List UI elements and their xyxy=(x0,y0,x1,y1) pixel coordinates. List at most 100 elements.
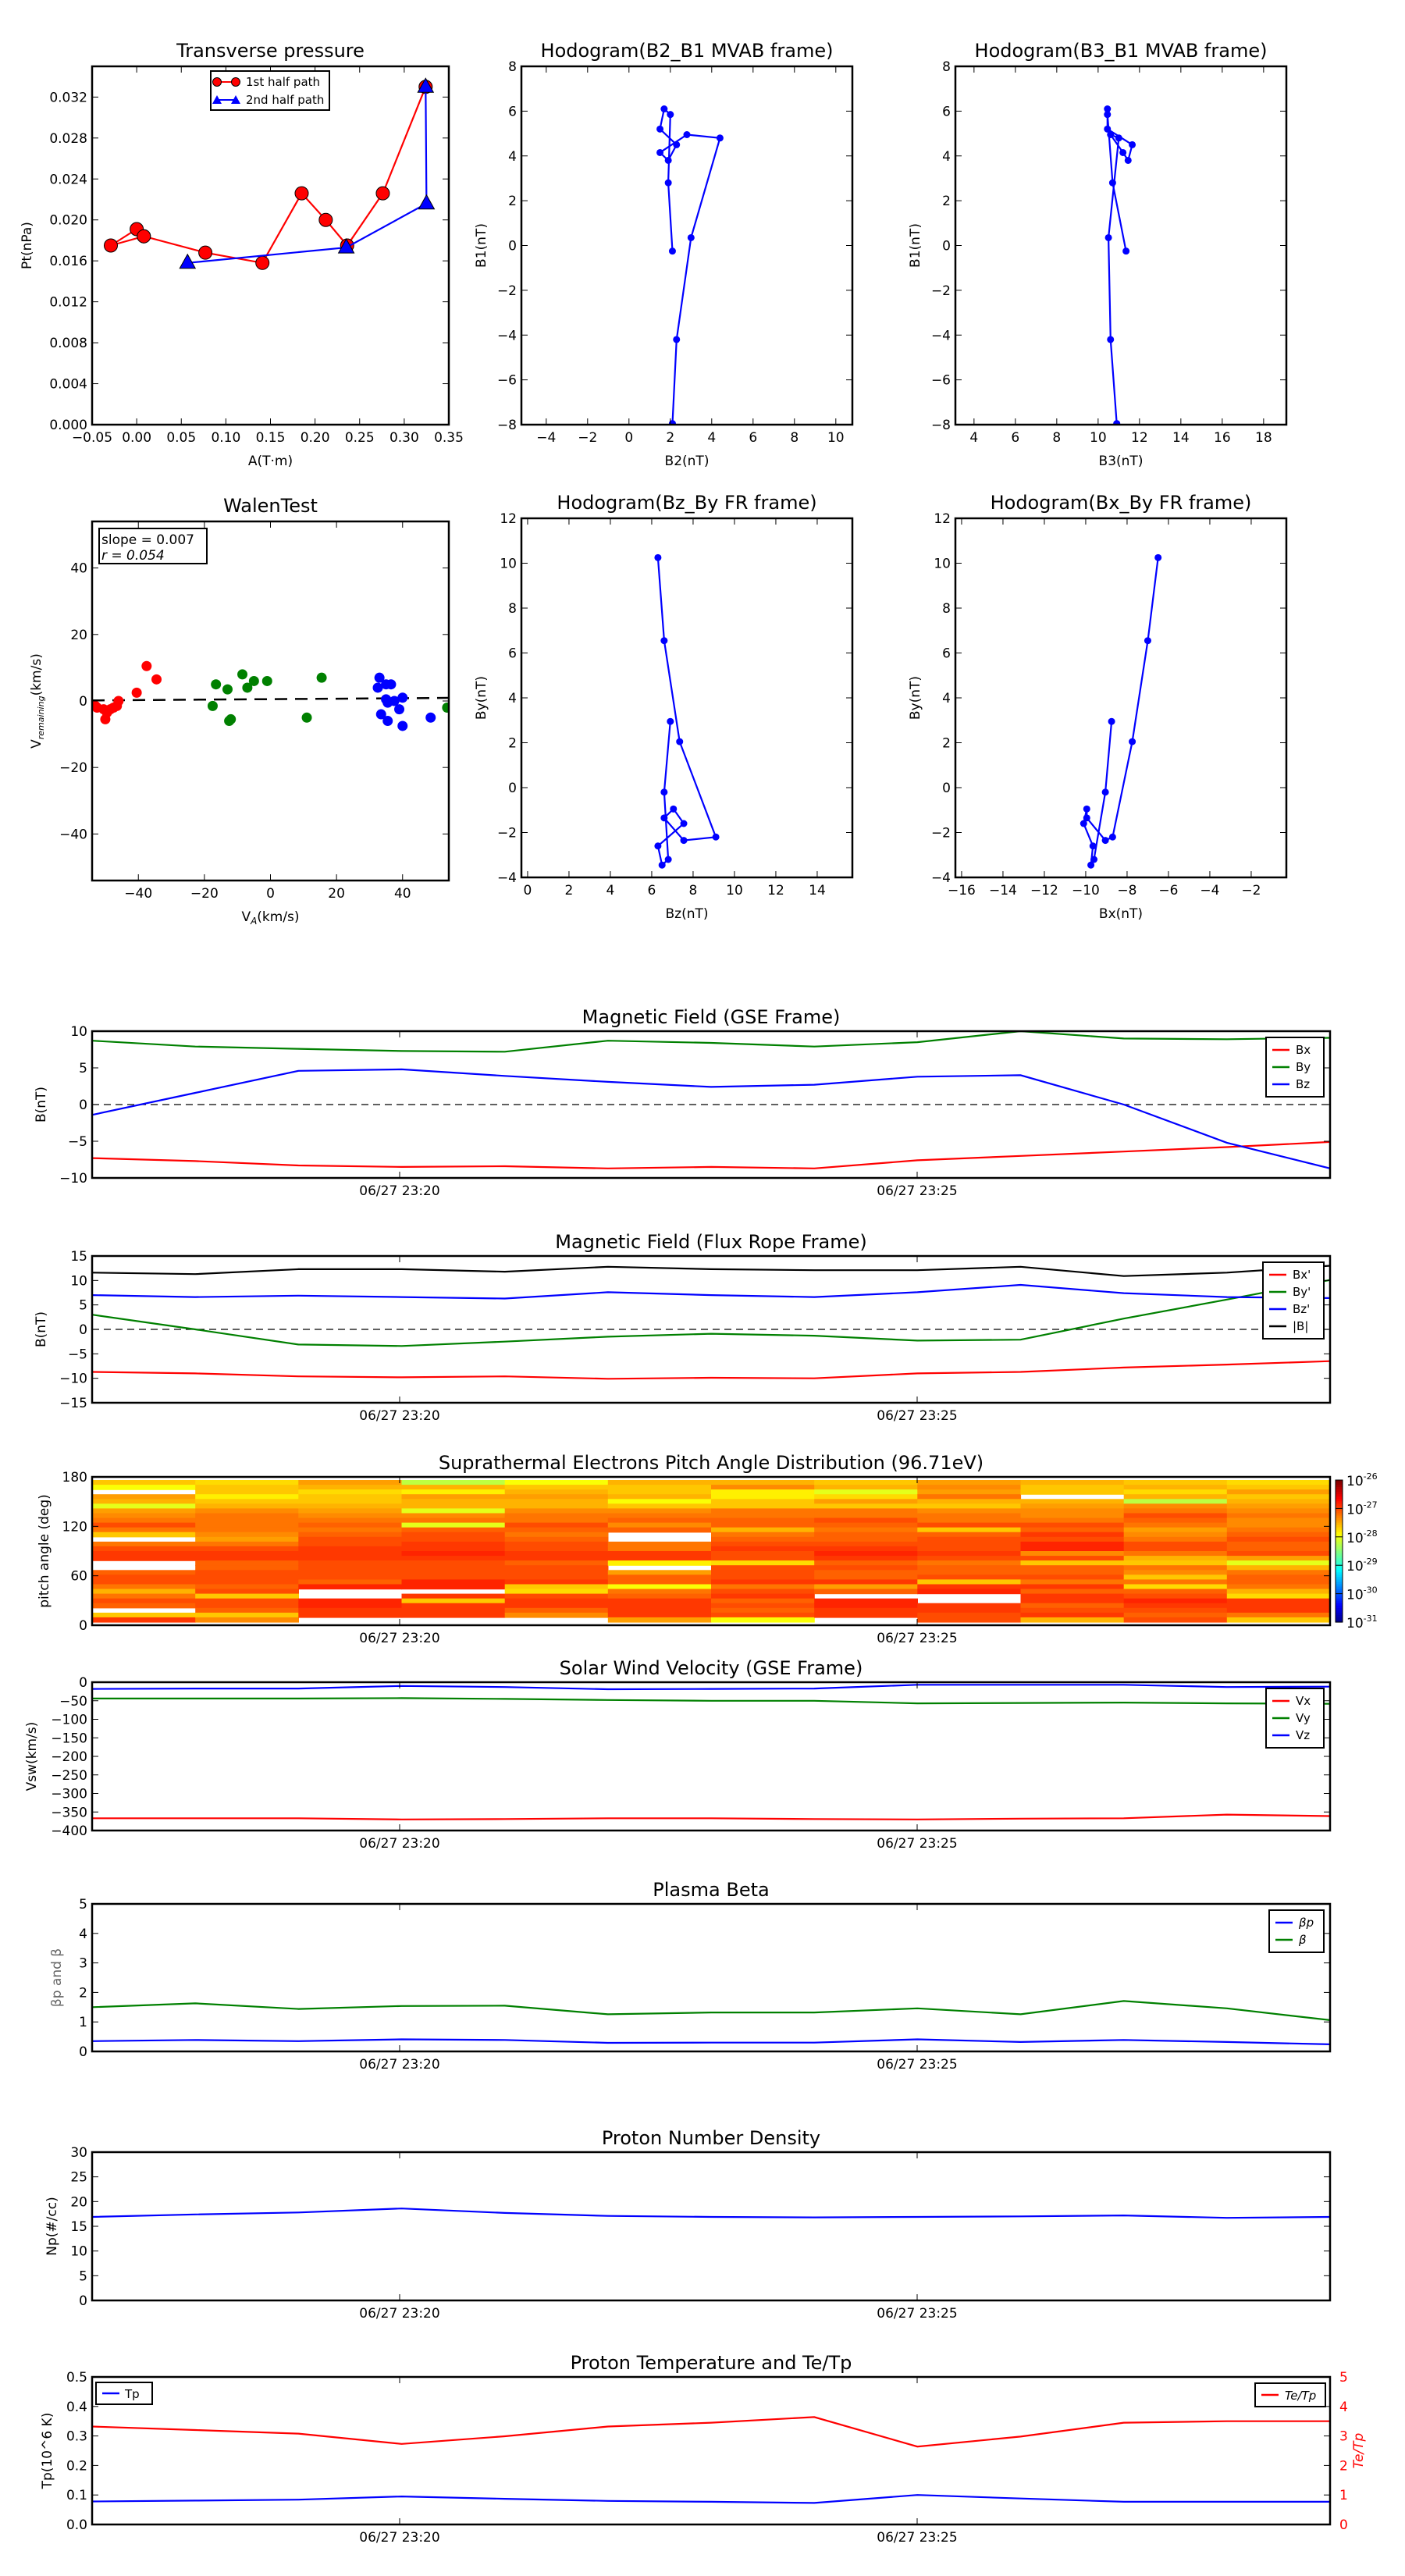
y-axis-label: By(nT) xyxy=(908,676,923,720)
series-line-TeTp xyxy=(92,2416,1330,2448)
solar-wind-velocity-chart: Solar Wind Velocity (GSE Frame) −400 −350 −… xyxy=(24,1657,1332,1852)
x-tick-label: 0.05 xyxy=(166,430,196,446)
plot-frame xyxy=(954,65,1288,426)
heatmap-cell xyxy=(711,1556,815,1561)
heatmap-cell xyxy=(1123,1541,1228,1547)
x-axis-label: Bx(nT) xyxy=(1099,906,1143,922)
heatmap-cell xyxy=(1123,1603,1228,1609)
y-tick-label: 0 xyxy=(79,2293,87,2309)
legend-label: By xyxy=(1296,1060,1311,1074)
chart-title: WalenTest xyxy=(223,495,318,517)
heatmap-cell xyxy=(195,1489,299,1495)
series-line-Np xyxy=(92,2208,1330,2219)
heatmap-cell xyxy=(917,1565,1022,1571)
y-tick-label: 40 xyxy=(70,561,87,577)
heatmap-cell xyxy=(1226,1532,1331,1538)
heatmap-cell xyxy=(92,1574,196,1580)
plot-area xyxy=(92,1031,1330,1169)
heatmap-cell xyxy=(1226,1480,1331,1485)
heatmap-cell xyxy=(504,1574,609,1580)
data-point-circle xyxy=(318,212,333,227)
colorbar-segment xyxy=(1336,1506,1343,1509)
colorbar-segment xyxy=(1336,1577,1343,1580)
heatmap-cell xyxy=(195,1617,299,1623)
y-axis-label-sub: remaining xyxy=(36,696,46,739)
heatmap-cell xyxy=(1123,1527,1228,1533)
data-point xyxy=(1104,233,1112,241)
y-tick-label: 0.016 xyxy=(49,254,87,269)
colorbar-segment xyxy=(1336,1489,1343,1493)
heatmap-cell xyxy=(711,1546,815,1552)
heatmap-cell xyxy=(1020,1584,1125,1590)
data-point xyxy=(372,682,383,693)
data-point xyxy=(1104,125,1112,133)
data-point xyxy=(1101,837,1109,845)
x-tick-label: 06/27 23:20 xyxy=(359,1836,439,1852)
x-tick-label: 12 xyxy=(767,883,784,898)
x-tick-label: 10 xyxy=(827,430,845,446)
heatmap-cell xyxy=(504,1560,609,1566)
heatmap-cell xyxy=(917,1513,1022,1519)
x-tick-label: 06/27 23:20 xyxy=(359,2057,439,2073)
heatmap-cell xyxy=(607,1584,712,1590)
data-point xyxy=(664,856,672,863)
y-tick-label: −100 xyxy=(51,1713,87,1728)
heatmap-cell xyxy=(607,1560,712,1566)
y-tick-label: −6 xyxy=(497,373,517,389)
y-axis-label: Tp(10^6 K) xyxy=(40,2413,55,2490)
heatmap-cell xyxy=(711,1589,815,1595)
heatmap-cell xyxy=(195,1508,299,1514)
heatmap-cell xyxy=(917,1503,1022,1509)
series-line-Bz xyxy=(92,1068,1330,1169)
heatmap-cell xyxy=(298,1508,403,1514)
heatmap-cell xyxy=(1226,1551,1331,1557)
heatmap-cell xyxy=(298,1574,403,1580)
x-tick-label: −20 xyxy=(190,886,219,902)
series-line-By xyxy=(92,1031,1330,1053)
data-point xyxy=(673,336,681,343)
heatmap-cell xyxy=(1020,1489,1125,1495)
colorbar-segment xyxy=(1336,1527,1343,1531)
heatmap-cell xyxy=(917,1617,1022,1623)
x-tick-label: 0 xyxy=(266,886,275,902)
y-tick-label: −10 xyxy=(59,1372,87,1387)
heatmap-cell xyxy=(607,1541,712,1547)
colorbar-tick-exponent: -31 xyxy=(1364,1614,1378,1624)
heatmap-cell xyxy=(92,1546,196,1552)
data-point xyxy=(656,148,664,156)
series-line-Bz xyxy=(92,1283,1330,1300)
data-point xyxy=(1087,861,1095,869)
legend-label: 2nd half path xyxy=(246,93,324,107)
data-point xyxy=(301,712,312,723)
heatmap-cell xyxy=(195,1593,299,1599)
data-point-triangle xyxy=(337,238,355,254)
heatmap-cell xyxy=(401,1494,506,1500)
heatmap-cell xyxy=(298,1517,403,1524)
heatmap-cell xyxy=(504,1508,609,1514)
heatmap-cell xyxy=(607,1579,712,1585)
x-tick-label: −4 xyxy=(536,430,556,446)
heatmap-cell xyxy=(607,1570,712,1575)
colorbar-segment xyxy=(1336,1496,1343,1500)
heatmap-cell xyxy=(401,1499,506,1504)
heatmap-cell xyxy=(607,1485,712,1490)
heatmap-cell xyxy=(92,1598,196,1604)
y-tick-label: 8 xyxy=(508,59,517,75)
heatmap-cell xyxy=(195,1517,299,1524)
y-right-axis-label: Te/Tp xyxy=(1351,2432,1367,2468)
x-tick-label: −2 xyxy=(1241,883,1261,898)
heatmap-cell xyxy=(504,1556,609,1561)
colorbar-tick-label: 10-30 xyxy=(1346,1585,1378,1603)
heatmap-cell xyxy=(195,1522,299,1528)
heatmap-cell xyxy=(607,1556,712,1561)
heatmap-cell xyxy=(92,1532,196,1538)
data-point-triangle xyxy=(417,77,435,93)
legend-label: By' xyxy=(1293,1285,1311,1299)
y-axis-label: B1(nT) xyxy=(908,223,923,268)
heatmap-cell xyxy=(1123,1617,1228,1623)
colorbar-tick-exponent: -28 xyxy=(1364,1528,1378,1539)
heatmap-cell xyxy=(1123,1499,1228,1504)
y-tick-label: −6 xyxy=(931,373,951,389)
heatmap-cell xyxy=(1123,1489,1228,1495)
plot-frame xyxy=(954,517,1288,879)
